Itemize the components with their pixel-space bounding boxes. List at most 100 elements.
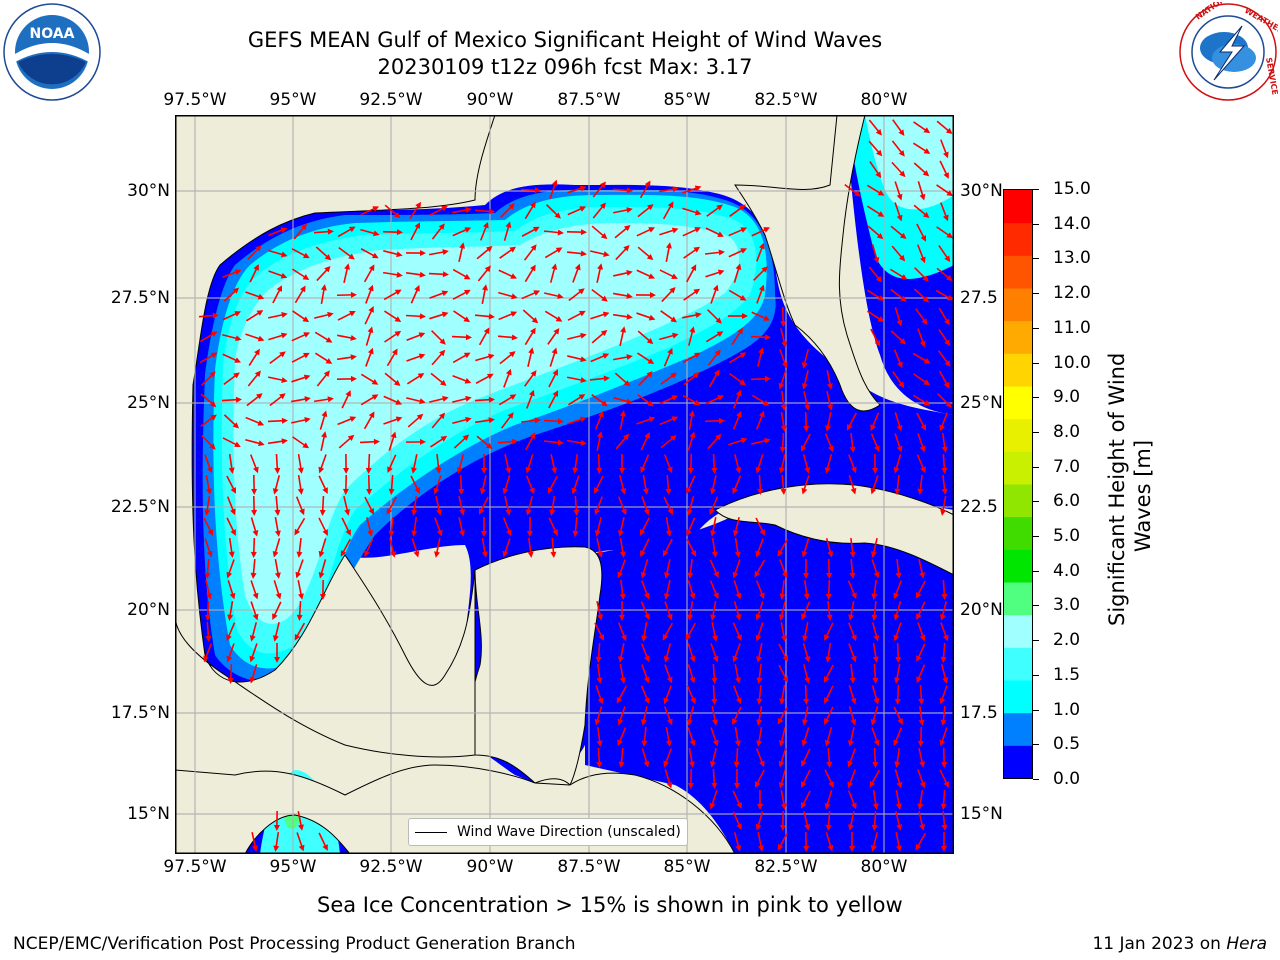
wave-direction-arrow	[291, 268, 310, 280]
wave-direction-arrow	[617, 559, 626, 579]
wave-direction-arrow	[503, 368, 512, 388]
wave-direction-arrow	[474, 208, 495, 215]
wave-direction-arrow	[338, 434, 355, 449]
wave-direction-arrow	[826, 600, 833, 621]
wave-direction-arrow	[452, 352, 471, 364]
wave-direction-arrow	[778, 664, 788, 683]
wave-direction-arrow	[249, 264, 259, 283]
wave-direction-arrow	[800, 433, 811, 452]
wave-direction-arrow	[686, 496, 695, 516]
wave-direction-arrow	[566, 439, 587, 446]
wave-direction-arrow	[687, 643, 696, 663]
wave-direction-arrow	[498, 311, 518, 321]
wave-direction-arrow	[751, 437, 771, 445]
wave-direction-arrow	[248, 348, 260, 367]
wave-direction-arrow	[892, 371, 905, 389]
wave-direction-arrow	[568, 288, 585, 302]
wave-direction-arrow	[366, 474, 373, 495]
wave-direction-arrow	[250, 558, 257, 579]
wave-direction-arrow	[572, 516, 579, 537]
wave-direction-arrow	[687, 727, 696, 747]
wave-direction-arrow	[268, 332, 288, 341]
wave-direction-arrow	[663, 347, 673, 367]
wave-direction-arrow	[458, 242, 466, 262]
wave-direction-arrow	[272, 601, 282, 620]
wave-direction-arrow	[365, 453, 372, 474]
wave-direction-arrow	[267, 417, 288, 424]
wave-direction-arrow	[891, 161, 906, 178]
colorbar-tick	[1033, 605, 1039, 607]
wave-direction-arrow	[913, 162, 930, 177]
wave-direction-arrow	[727, 312, 748, 319]
wave-direction-arrow	[452, 207, 472, 214]
wave-direction-arrow	[543, 439, 564, 446]
wave-direction-arrow	[451, 334, 472, 341]
wave-direction-arrow	[384, 372, 401, 386]
wave-direction-arrow	[728, 248, 748, 258]
wave-direction-arrow	[548, 390, 559, 409]
wave-direction-arrow	[428, 271, 449, 278]
wave-direction-arrow	[316, 370, 330, 387]
colorbar-label: 7.0	[1053, 456, 1081, 477]
wave-direction-arrow	[273, 831, 280, 852]
wave-direction-arrow	[458, 474, 465, 495]
wave-direction-arrow	[803, 411, 810, 432]
wave-direction-arrow	[779, 579, 786, 600]
wave-direction-arrow	[365, 326, 374, 346]
wave-direction-arrow	[780, 390, 787, 411]
wave-direction-arrow	[612, 313, 633, 320]
wave-direction-arrow	[619, 537, 626, 558]
wave-direction-arrow	[268, 312, 288, 319]
colorbar-swatches	[1004, 190, 1032, 778]
wave-direction-arrow	[914, 267, 929, 282]
wave-direction-arrow	[573, 495, 580, 516]
wave-direction-arrow	[732, 559, 741, 579]
wave-direction-arrow	[524, 264, 536, 283]
wave-direction-arrow	[431, 412, 446, 429]
wave-direction-arrow	[226, 496, 236, 516]
wave-direction-arrow	[434, 538, 441, 558]
top-lon-tick: 82.5°W	[754, 90, 818, 110]
wave-direction-arrow	[201, 435, 216, 450]
wave-direction-arrow	[732, 410, 742, 430]
wave-direction-arrow	[613, 269, 633, 277]
wave-direction-arrow	[387, 454, 397, 474]
wave-direction-arrow	[916, 223, 927, 242]
wave-direction-arrow	[297, 474, 304, 495]
wave-direction-arrow	[274, 495, 281, 516]
wave-direction-arrow	[249, 664, 258, 684]
colorbar-swatch	[1004, 484, 1032, 518]
wave-direction-arrow	[663, 706, 673, 726]
wave-direction-arrow	[342, 474, 349, 495]
wave-direction-arrow	[779, 684, 786, 705]
wave-direction-arrow	[359, 438, 380, 445]
top-lon-tick: 97.5°W	[163, 90, 227, 110]
wave-direction-arrow	[594, 475, 604, 494]
wave-direction-arrow	[199, 352, 218, 364]
colorbar-tick	[1033, 397, 1039, 399]
colorbar-swatch	[1004, 255, 1032, 289]
wave-direction-arrow	[751, 311, 771, 321]
wave-direction-arrow	[751, 227, 770, 237]
left-lat-tick: 17.5°N	[110, 703, 170, 723]
wave-direction-arrow	[913, 204, 930, 219]
wave-direction-arrow	[474, 417, 495, 424]
wave-direction-arrow	[941, 474, 948, 495]
wave-direction-arrow	[848, 475, 857, 495]
wave-direction-arrow	[296, 832, 305, 852]
wave-direction-arrow	[664, 769, 673, 789]
wave-direction-arrow	[245, 333, 265, 342]
wave-direction-arrow	[452, 395, 472, 403]
wave-direction-arrow	[779, 559, 788, 579]
wave-direction-arrow	[711, 663, 718, 684]
wave-direction-arrow	[475, 353, 495, 362]
noaa-logo-text: NOAA	[30, 26, 75, 42]
wave-direction-arrow	[916, 643, 926, 662]
wave-direction-arrow	[912, 352, 931, 364]
wave-direction-arrow	[273, 642, 280, 663]
wave-direction-arrow	[870, 475, 879, 495]
wave-direction-arrow	[267, 438, 288, 445]
wave-direction-arrow	[780, 474, 787, 495]
right-lat-tick: 27.5	[960, 288, 998, 308]
wave-direction-arrow	[200, 414, 217, 427]
